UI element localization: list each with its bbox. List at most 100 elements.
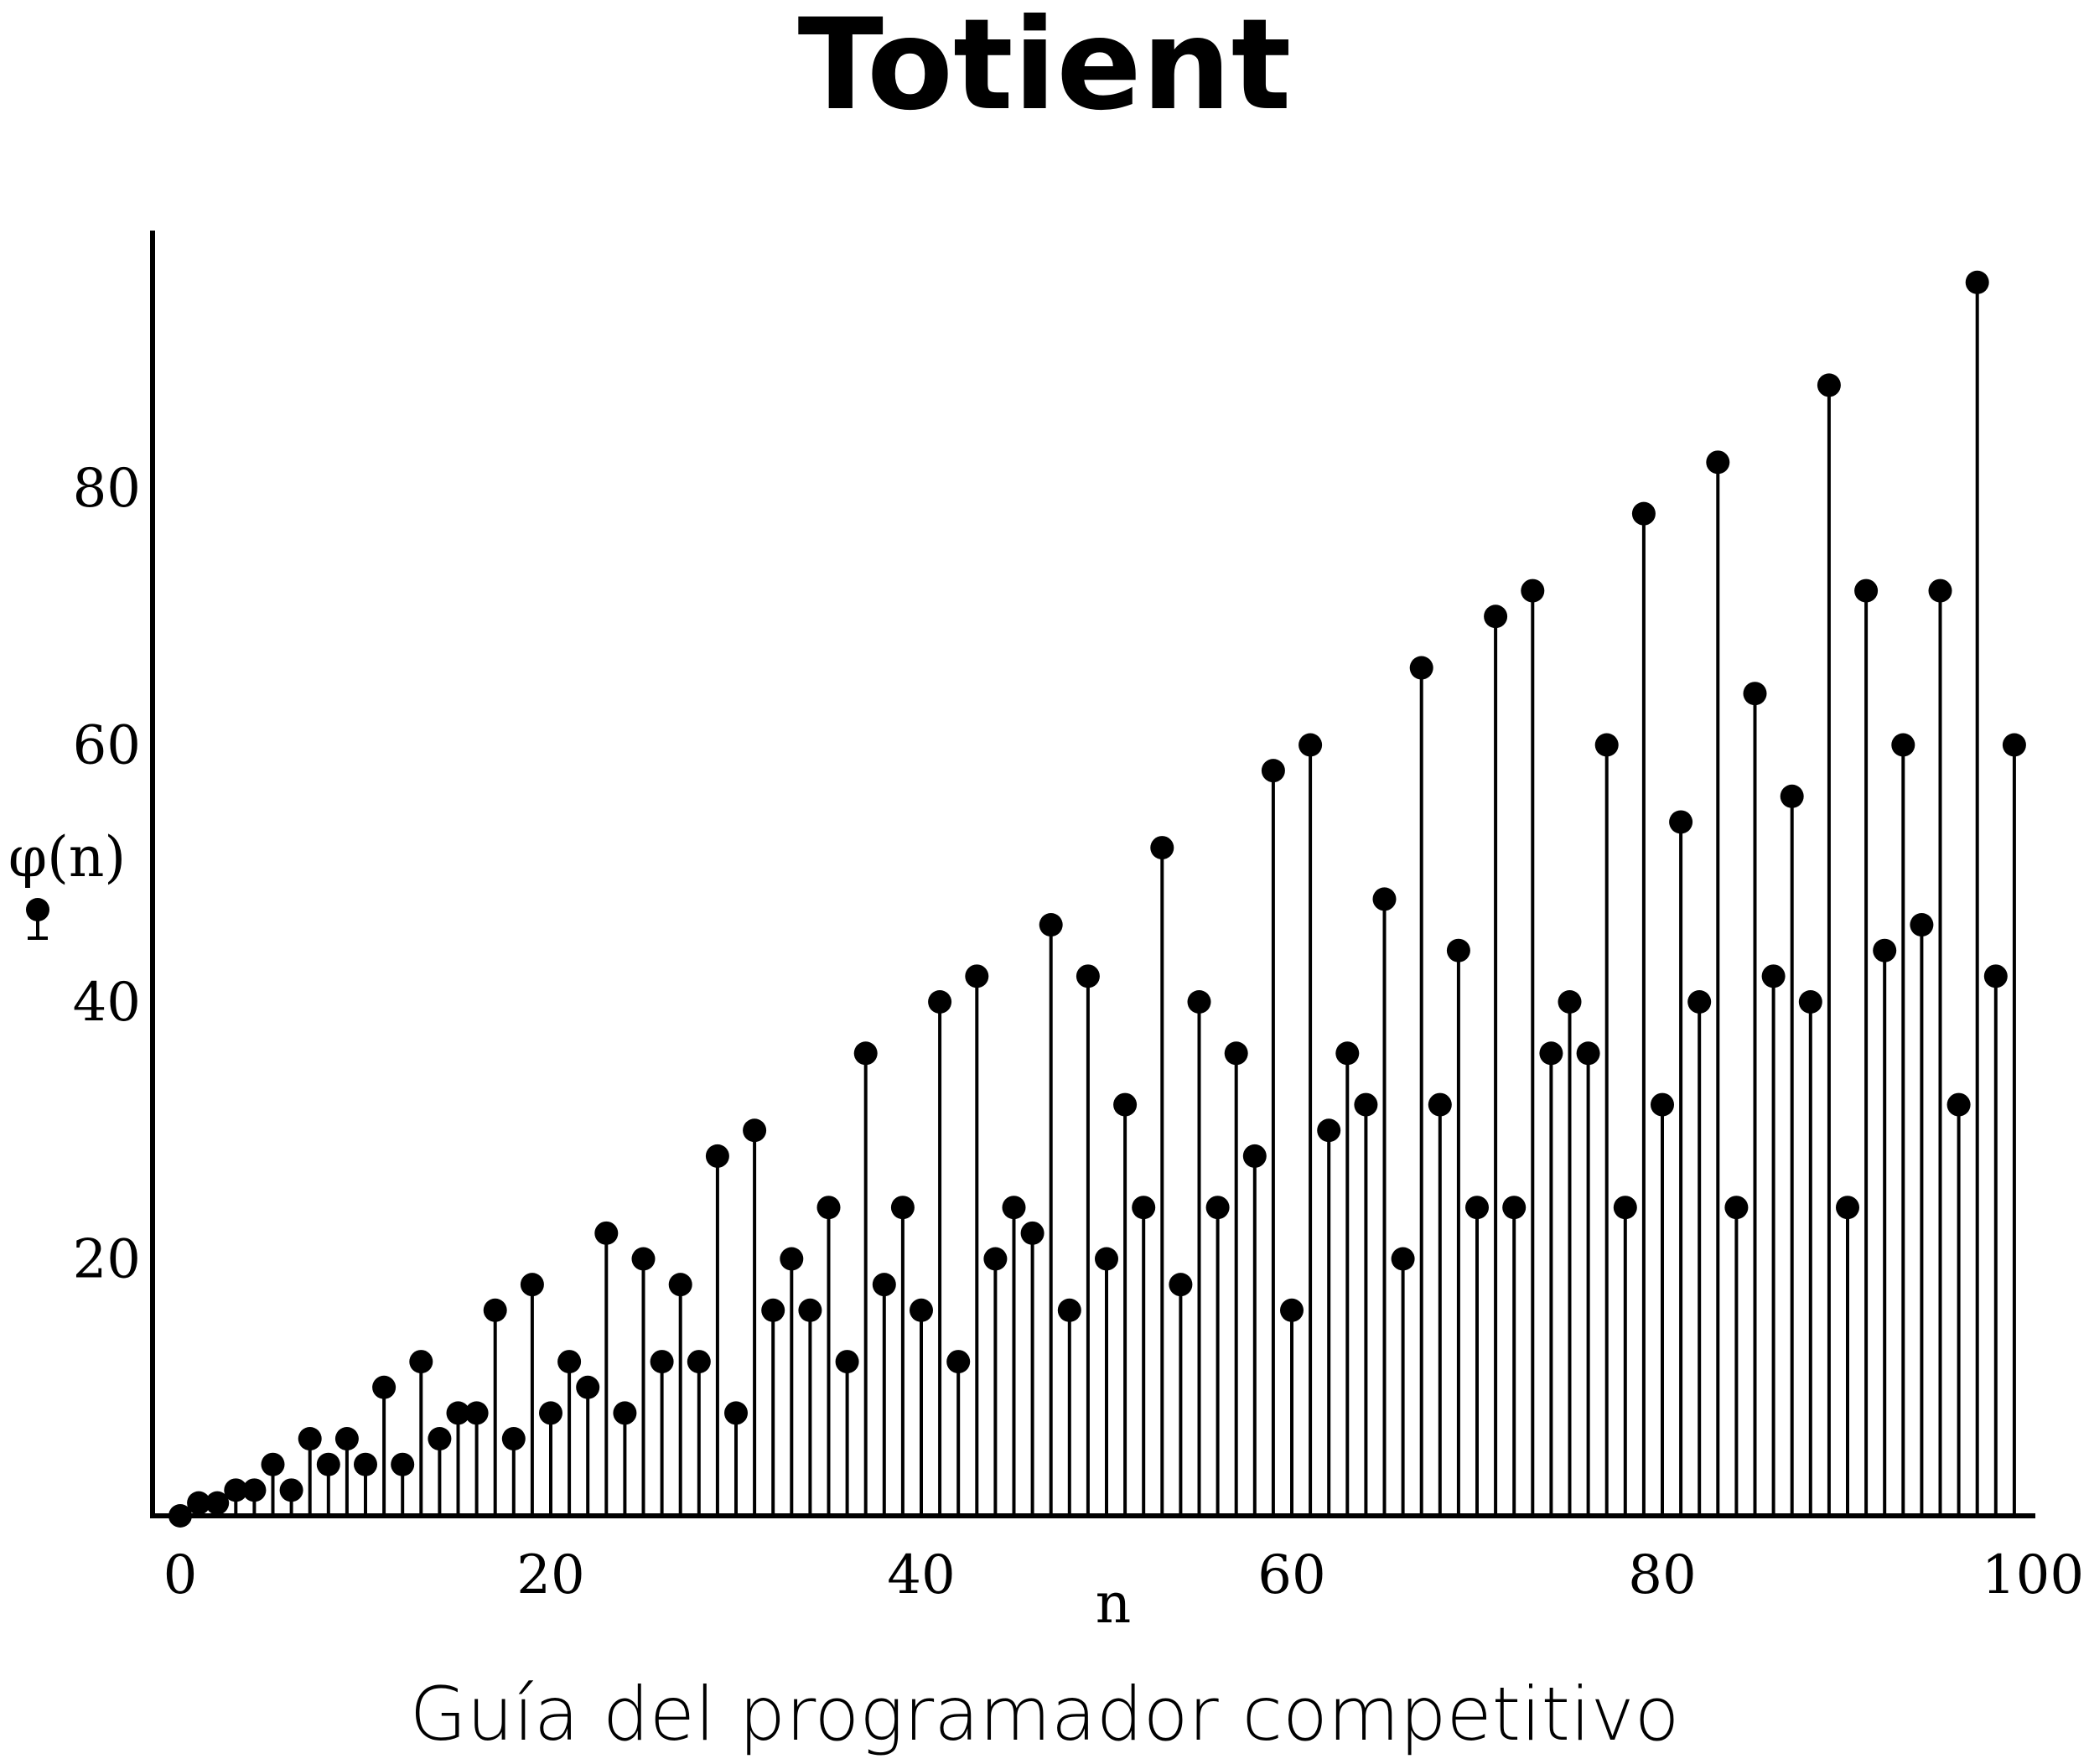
- stem-marker: [391, 1452, 415, 1476]
- stem-marker: [1631, 501, 1656, 526]
- stem-marker: [1761, 964, 1786, 988]
- y-tick-labels: 20 40 60 80: [73, 458, 141, 1291]
- stem-marker: [1298, 733, 1323, 757]
- stem-marker: [1428, 1092, 1452, 1117]
- stem-marker: [1928, 578, 1952, 603]
- stem-marker: [816, 1196, 841, 1220]
- stem-marker: [1724, 1196, 1749, 1220]
- stem-marker: [1465, 1196, 1489, 1220]
- y-tick-label: 20: [73, 1229, 141, 1291]
- stem-marker: [1076, 964, 1100, 988]
- stem-marker: [687, 1350, 711, 1374]
- stem-marker: [872, 1273, 896, 1297]
- x-tick-label: 100: [1982, 1544, 2084, 1606]
- stem-marker: [928, 990, 952, 1014]
- chart-caption: Guía del programador competitivo: [409, 1671, 1680, 1757]
- stem-marker: [1242, 1144, 1267, 1168]
- stem-marker: [1113, 1092, 1138, 1117]
- stem-marker: [1780, 784, 1804, 808]
- stem-marker: [594, 1221, 619, 1245]
- stem-marker: [428, 1427, 452, 1451]
- stem-marker: [1095, 1247, 1118, 1271]
- stem-marker: [1687, 990, 1712, 1014]
- stem-marker: [1854, 578, 1879, 603]
- stem-marker: [1317, 1118, 1341, 1143]
- stem-marker: [261, 1452, 285, 1476]
- stem-marker: [1002, 1196, 1026, 1220]
- stem-marker: [1150, 836, 1174, 860]
- stem-marker: [2002, 733, 2026, 757]
- stem-marker: [983, 1247, 1008, 1271]
- stem-marker: [705, 1144, 729, 1168]
- stem-marker: [946, 1350, 971, 1374]
- stem-marker: [631, 1247, 656, 1271]
- stem-marker: [650, 1350, 674, 1374]
- stem-marker: [1020, 1221, 1044, 1245]
- stem-marker: [1651, 1092, 1674, 1117]
- stem-marker: [1169, 1273, 1193, 1297]
- stem-marker: [1576, 1041, 1600, 1066]
- stem-marker: [501, 1427, 526, 1451]
- stem-marker: [242, 1478, 267, 1502]
- x-tick-label: 20: [516, 1544, 584, 1606]
- stem-marker: [1224, 1041, 1248, 1066]
- stem-marker: [1446, 938, 1470, 962]
- stem-marker: [798, 1298, 822, 1322]
- stem-marker: [316, 1452, 340, 1476]
- stem-marker: [890, 1196, 915, 1220]
- stem-marker: [1946, 1092, 1971, 1117]
- chart-title: Totient: [797, 0, 1292, 138]
- stem-marker: [483, 1298, 507, 1322]
- stem-marker: [1539, 1041, 1563, 1066]
- x-tick-label: 0: [163, 1544, 198, 1606]
- markers-group: [168, 270, 2026, 1528]
- stem-marker: [724, 1401, 748, 1425]
- y-tick-label: 60: [73, 715, 141, 777]
- stem-marker: [1484, 604, 1508, 629]
- x-tick-label: 40: [887, 1544, 955, 1606]
- stem-marker: [1891, 733, 1915, 757]
- stem-marker: [187, 1491, 211, 1515]
- stem-marker: [1873, 938, 1897, 962]
- stem-marker: [1521, 578, 1545, 603]
- stem-marker: [835, 1350, 859, 1374]
- stem-marker: [298, 1427, 322, 1451]
- stem-marker: [1965, 270, 1989, 294]
- stem-marker: [1502, 1196, 1527, 1220]
- stem-marker: [780, 1247, 804, 1271]
- stem-marker: [743, 1118, 767, 1143]
- stem-marker: [1613, 1196, 1637, 1220]
- stem-marker: [1743, 682, 1767, 706]
- stem-marker: [910, 1298, 933, 1322]
- stem-marker: [1187, 990, 1211, 1014]
- stem-marker: [1409, 656, 1433, 680]
- stem-marker: [446, 1401, 470, 1425]
- stem-marker: [224, 1478, 248, 1502]
- stem-marker: [1372, 887, 1397, 911]
- stem-marker: [1706, 450, 1730, 475]
- stem-marker: [1983, 964, 2008, 988]
- stem-marker: [965, 964, 989, 988]
- y-tick-label: 80: [73, 458, 141, 520]
- x-tick-label: 80: [1628, 1544, 1696, 1606]
- x-tick-labels: 0 20 40 60 80 100: [163, 1544, 2084, 1606]
- stem-marker: [1057, 1298, 1081, 1322]
- stem-marker: [1594, 733, 1619, 757]
- stem-marker: [1335, 1041, 1360, 1066]
- x-axis-label: n: [1096, 1571, 1132, 1636]
- stem-marker: [557, 1350, 582, 1374]
- stem-marker: [1280, 1298, 1304, 1322]
- stem-marker: [1354, 1092, 1378, 1117]
- stem-marker: [1391, 1247, 1415, 1271]
- stem-marker: [576, 1375, 600, 1399]
- x-tick-label: 60: [1257, 1544, 1325, 1606]
- stem-marker: [613, 1401, 637, 1425]
- stems-group: [197, 282, 2016, 1516]
- stem-marker: [1817, 373, 1841, 397]
- stem-marker: [1132, 1196, 1156, 1220]
- stem-marker: [372, 1375, 397, 1399]
- stem-marker: [1798, 990, 1822, 1014]
- stem-marker: [464, 1401, 489, 1425]
- stem-marker: [334, 1427, 359, 1451]
